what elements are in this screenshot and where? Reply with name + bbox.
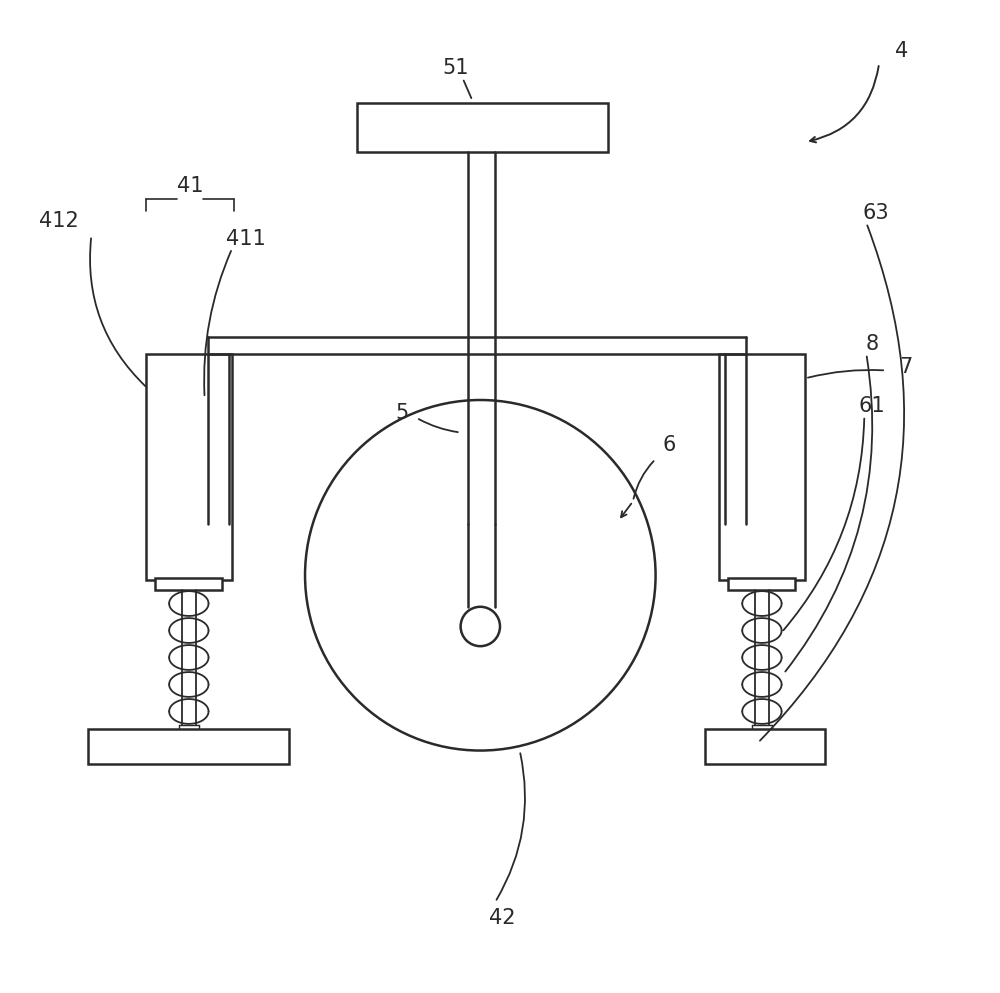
Text: 41: 41 — [177, 177, 203, 197]
Text: 63: 63 — [863, 203, 889, 222]
Bar — [728, 578, 795, 590]
Text: 411: 411 — [226, 228, 266, 248]
Bar — [179, 725, 199, 735]
Text: 42: 42 — [489, 908, 515, 927]
Text: 51: 51 — [442, 59, 469, 78]
Bar — [719, 354, 805, 580]
Text: 8: 8 — [866, 334, 879, 354]
Text: 7: 7 — [899, 356, 912, 376]
Text: 4: 4 — [895, 42, 908, 62]
Bar — [752, 725, 772, 735]
Bar — [88, 729, 289, 765]
Text: 412: 412 — [39, 211, 79, 230]
Text: 6: 6 — [663, 435, 676, 456]
Text: 5: 5 — [395, 403, 408, 423]
Text: 61: 61 — [859, 396, 886, 416]
Bar — [155, 578, 222, 590]
Bar — [705, 729, 825, 765]
Bar — [146, 354, 232, 580]
Bar — [357, 102, 608, 152]
